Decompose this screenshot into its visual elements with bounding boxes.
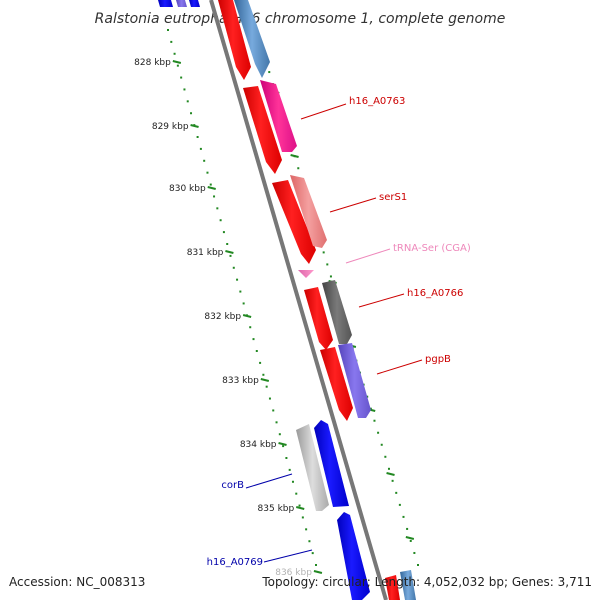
tick-label: 832 kbp bbox=[204, 312, 241, 322]
leader-line bbox=[376, 359, 423, 375]
gene-feature-sers1[interactable] bbox=[290, 175, 327, 248]
leader-line bbox=[300, 103, 347, 120]
gene-feature-trna-ser[interactable] bbox=[298, 270, 314, 278]
gene-feature-h16-a0763[interactable] bbox=[260, 80, 297, 152]
major-tick-right bbox=[386, 472, 395, 476]
major-tick-left bbox=[278, 442, 287, 446]
gene-label[interactable]: tRNA-Ser (CGA) bbox=[393, 243, 471, 254]
left-tick-track bbox=[167, 29, 317, 566]
tick-labels: 828 kbp 829 kbp 830 kbp 831 kbp 832 kbp 833 k… bbox=[134, 58, 312, 578]
gene-feature-red-4[interactable] bbox=[304, 287, 333, 350]
gene-feature-corb[interactable] bbox=[296, 424, 329, 511]
tick-label: 835 kbp bbox=[258, 504, 295, 514]
tick-label: 834 kbp bbox=[240, 440, 277, 450]
accession-text: Accession: NC_008313 bbox=[9, 575, 145, 589]
major-tick-left bbox=[260, 378, 270, 382]
gene-feature-red-3[interactable] bbox=[272, 180, 316, 264]
gene-feature-blue-top-2[interactable] bbox=[189, 0, 200, 7]
major-tick-right bbox=[405, 536, 415, 540]
genome-backbone bbox=[209, 0, 388, 600]
map-title: Ralstonia eutropha H16 chromosome 1, com… bbox=[95, 11, 506, 27]
leader-line bbox=[329, 197, 377, 213]
leader-line bbox=[358, 293, 405, 308]
gene-feature-blue-1[interactable] bbox=[314, 420, 349, 507]
gene-labels: h16_A0763 serS1 tRNA-Ser (CGA) h16_A0766pgp… bbox=[207, 96, 471, 568]
tick-label: 836 kbp bbox=[275, 568, 312, 578]
gene-feature-red-1[interactable] bbox=[218, 0, 251, 80]
major-tick-left bbox=[295, 506, 305, 510]
gene-feature-pgpb[interactable] bbox=[338, 343, 371, 418]
gene-label[interactable]: serS1 bbox=[379, 192, 407, 203]
gene-features bbox=[158, 0, 416, 600]
tick-label: 831 kbp bbox=[187, 248, 224, 258]
leader-line bbox=[263, 549, 313, 563]
major-tick-left bbox=[172, 60, 182, 64]
gene-feature-red-2[interactable] bbox=[243, 86, 282, 174]
leader-line bbox=[345, 248, 391, 264]
tick-label: 828 kbp bbox=[134, 58, 171, 68]
gene-feature-h16-a0769[interactable] bbox=[337, 512, 370, 600]
gene-feature-red-bottom[interactable] bbox=[385, 575, 400, 600]
gene-feature-h16-a0766[interactable] bbox=[322, 280, 352, 344]
major-tick-right bbox=[290, 154, 299, 158]
tick-label: 829 kbp bbox=[152, 122, 189, 132]
gene-label[interactable]: h16_A0766 bbox=[407, 288, 463, 299]
gene-feature-blue-top-1[interactable] bbox=[158, 0, 173, 7]
gene-feature-red-5[interactable] bbox=[320, 347, 353, 421]
leader-line bbox=[245, 473, 293, 489]
major-tick-left bbox=[242, 314, 252, 318]
major-tick-left bbox=[313, 570, 323, 574]
tick-label: 833 kbp bbox=[222, 376, 259, 386]
gene-label[interactable]: corB bbox=[221, 480, 244, 491]
gene-feature-steel-bottom[interactable] bbox=[400, 570, 416, 600]
gene-label[interactable]: h16_A0763 bbox=[349, 96, 405, 107]
major-tick-left bbox=[225, 250, 234, 254]
gene-feature-steel-top[interactable] bbox=[234, 0, 270, 78]
genome-summary-text: Topology: circular; Length: 4,052,032 bp… bbox=[261, 575, 592, 589]
gene-label[interactable]: h16_A0769 bbox=[207, 557, 263, 568]
major-tick-left bbox=[190, 124, 199, 128]
major-tick-left bbox=[207, 186, 216, 190]
gene-feature-purple-top[interactable] bbox=[176, 0, 187, 7]
tick-label: 830 kbp bbox=[169, 184, 206, 194]
gene-label[interactable]: pgpB bbox=[425, 354, 451, 365]
